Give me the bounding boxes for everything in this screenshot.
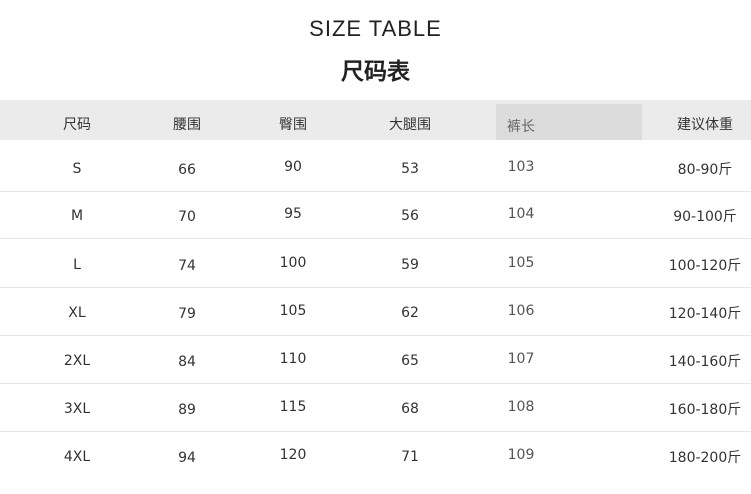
table-cell: 105 [279,303,307,319]
table-cell: 90 [284,159,302,175]
table-cell: 79 [178,306,196,322]
table-cell: 104 [507,206,535,222]
table-cell: 100 [279,255,307,271]
table-cell: 53 [401,161,419,177]
table-cell: 106 [507,303,535,319]
column-header: 建议体重 [677,117,733,133]
row-divider [0,335,751,336]
row-divider [0,238,751,239]
table-cell: 160-180斤 [668,402,742,418]
table-cell: 180-200斤 [668,450,742,466]
table-cell: 115 [279,399,307,415]
row-divider [0,383,751,384]
table-cell: 65 [401,353,419,369]
table-cell: 68 [401,401,419,417]
table-cell: 59 [401,257,419,273]
table-cell: 103 [507,159,535,175]
table-cell: 70 [178,209,196,225]
table-cell: 89 [178,402,196,418]
row-divider [0,431,751,432]
table-cell: 66 [178,162,196,178]
table-cell: 140-160斤 [668,354,742,370]
table-cell: 4XL [63,449,91,465]
table-cell: 94 [178,450,196,466]
title-chinese: 尺码表 [341,59,410,85]
table-cell: 109 [507,447,535,463]
table-cell: 100-120斤 [668,258,742,274]
table-cell: 105 [507,255,535,271]
column-header: 腰围 [173,117,201,133]
title-english: SIZE TABLE [309,16,442,41]
table-cell: 120-140斤 [668,306,742,322]
table-cell: S [72,161,82,177]
row-divider [0,287,751,288]
table-cell: 95 [284,206,302,222]
header-highlight [496,104,642,140]
table-cell: 90-100斤 [673,209,737,225]
table-cell: 74 [178,258,196,274]
table-cell: M [70,208,84,224]
row-divider [0,191,751,192]
table-cell: L [73,257,81,273]
table-cell: 62 [401,305,419,321]
column-header: 裤长 [507,119,535,135]
table-cell: 2XL [63,353,91,369]
table-cell: 80-90斤 [677,162,733,178]
table-cell: 107 [507,351,535,367]
table-cell: 56 [401,208,419,224]
column-header: 尺码 [63,117,91,133]
table-cell: 3XL [63,401,91,417]
table-cell: 84 [178,354,196,370]
table-cell: 120 [279,447,307,463]
column-header: 大腿围 [389,117,431,133]
column-header: 臀围 [279,117,307,133]
table-cell: 110 [279,351,307,367]
table-cell: XL [68,305,86,321]
table-cell: 108 [507,399,535,415]
table-cell: 71 [401,449,419,465]
